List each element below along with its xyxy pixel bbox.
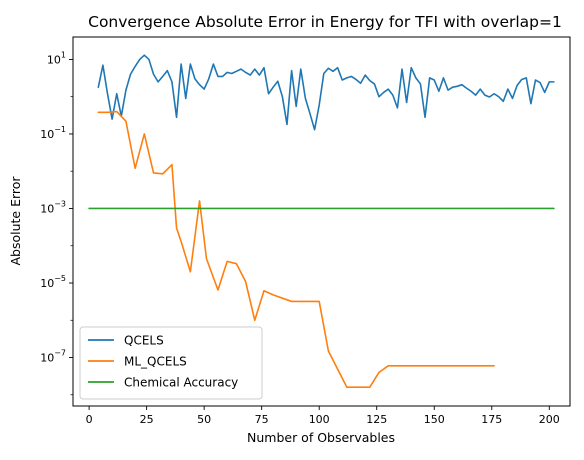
x-tick-label: 75: [255, 413, 269, 426]
y-tick-exponent: −3: [54, 199, 66, 208]
y-tick-label: 101: [47, 50, 66, 66]
legend-items: QCELS ML_QCELS Chemical Accuracy: [88, 334, 238, 390]
y-tick-label: 10−3: [40, 199, 66, 215]
series-line-qcels: [97, 54, 555, 131]
y-tick-label: 10−1: [40, 125, 66, 141]
chart-title: Convergence Absolute Error in Energy for…: [88, 13, 562, 31]
legend-box: [79, 326, 263, 400]
x-tick-label: 50: [197, 413, 211, 426]
x-tick-label: 200: [539, 413, 560, 426]
y-tick-mantissa: 10: [40, 202, 54, 215]
y-tick-mantissa: 10: [40, 277, 54, 290]
legend-label: Chemical Accuracy: [124, 376, 238, 390]
y-tick-mantissa: 10: [40, 352, 54, 365]
y-tick-label: 10−7: [40, 349, 66, 365]
x-axis: 0 25 50 75 100 125 150 175 200: [86, 406, 560, 426]
y-tick-exponent: −5: [54, 274, 66, 283]
series-layer: [88, 54, 555, 388]
x-tick-label: 150: [424, 413, 445, 426]
y-tick-mantissa: 10: [40, 128, 54, 141]
series-line-ml-qcels: [97, 110, 495, 388]
x-axis-label: Number of Observables: [247, 430, 395, 445]
chart-legend: QCELS ML_QCELS Chemical Accuracy: [79, 326, 263, 400]
y-tick-exponent: −1: [54, 125, 66, 134]
legend-label: ML_QCELS: [124, 355, 187, 369]
x-tick-label: 175: [481, 413, 502, 426]
plot-frame: [72, 36, 571, 407]
y-tick-label: 10−5: [40, 274, 66, 290]
x-tick-label: 125: [366, 413, 387, 426]
x-tick-label: 100: [309, 413, 330, 426]
y-tick-exponent: 1: [61, 50, 66, 59]
y-tick-mantissa: 10: [47, 53, 61, 66]
legend-label: QCELS: [124, 334, 164, 348]
y-axis-label: Absolute Error: [8, 176, 23, 266]
x-tick-label: 25: [140, 413, 154, 426]
x-tick-label: 0: [86, 413, 93, 426]
y-tick-exponent: −7: [54, 349, 66, 358]
